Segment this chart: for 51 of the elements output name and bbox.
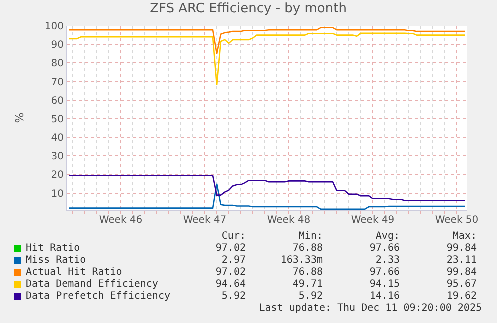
text: 97.02 — [216, 243, 246, 255]
legend-label: Actual Hit Ratio — [26, 267, 122, 279]
chart-title: ZFS ARC Efficiency - by month — [150, 2, 347, 17]
y-tick-label: 60 — [51, 96, 64, 107]
text: 94.15 — [370, 279, 400, 291]
text: 5.92 — [298, 291, 323, 303]
text: 95.67 — [446, 279, 477, 291]
x-tick-label: Week 50 — [435, 215, 479, 226]
text: Last update: Thu Dec 11 09:20:00 2025 — [259, 303, 482, 315]
text: 5.92 — [222, 291, 246, 303]
y-tick-label: 70 — [51, 77, 64, 88]
text: 49.71 — [292, 279, 323, 291]
x-tick-label: Week 46 — [99, 215, 143, 226]
text: 2.97 — [222, 255, 246, 267]
legend-label: Data Prefetch Efficiency — [26, 291, 170, 303]
y-tick-label: 20 — [51, 170, 64, 182]
text: 14.16 — [370, 291, 400, 303]
text: Cur: — [222, 231, 246, 243]
y-tick-label: 80 — [51, 58, 64, 70]
text: 97.66 — [370, 243, 400, 255]
y-axis-title: % — [14, 112, 27, 124]
y-tick-label: 10 — [51, 188, 64, 200]
x-tick-label: Week 47 — [183, 215, 227, 226]
text: 2.33 — [376, 255, 400, 267]
text: 97.02 — [216, 267, 246, 279]
text: Avg: — [376, 231, 400, 243]
line-series — [68, 175, 466, 202]
x-tick-label: Week 48 — [267, 215, 311, 226]
line-series — [68, 27, 466, 55]
text: Max: — [452, 231, 477, 243]
text: 19.62 — [446, 291, 477, 303]
y-tick-label: 90 — [51, 40, 64, 52]
text: 99.84 — [446, 267, 477, 279]
y-tick-label: 30 — [51, 152, 64, 163]
y-tick-label: 50 — [51, 114, 64, 126]
line-series — [68, 32, 466, 86]
text: 23.11 — [446, 255, 477, 267]
text: 76.88 — [292, 267, 323, 279]
text: 76.88 — [292, 243, 323, 255]
y-tick-label: 40 — [51, 133, 64, 144]
x-tick-label: Week 49 — [351, 215, 395, 226]
legend-label: Hit Ratio — [26, 243, 80, 255]
text: 94.64 — [216, 279, 246, 291]
legend-label: Data Demand Efficiency — [26, 279, 158, 291]
text: 99.84 — [446, 243, 477, 255]
text: Min: — [298, 231, 323, 243]
legend-label: Miss Ratio — [26, 255, 86, 267]
text: 97.66 — [370, 267, 400, 279]
y-tick-label: 100 — [44, 22, 64, 32]
text: 163.33m — [280, 255, 323, 267]
line-series — [68, 183, 466, 210]
